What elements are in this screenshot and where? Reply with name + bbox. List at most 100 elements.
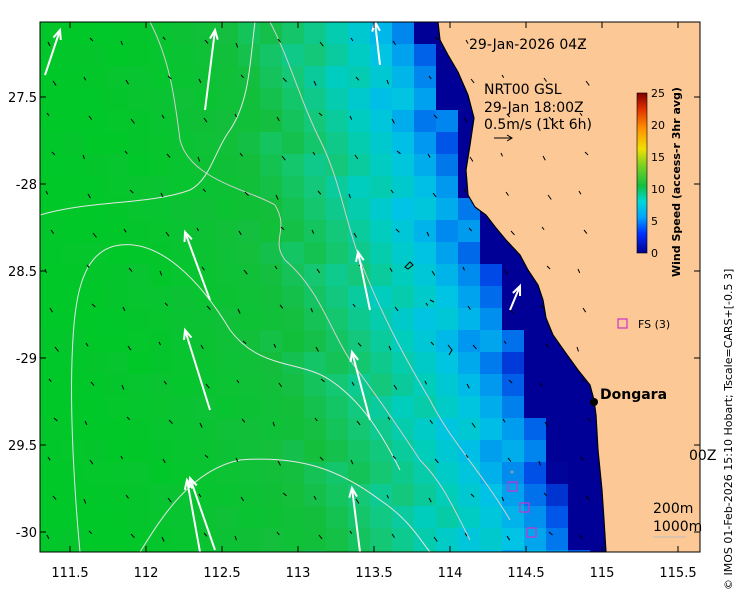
current-vector [501, 74, 505, 78]
wind-cell [392, 462, 415, 485]
current-vector [467, 305, 471, 310]
current-vector [430, 341, 435, 346]
current-vector [165, 231, 170, 237]
current-vector [167, 497, 172, 503]
current-vector [319, 456, 324, 461]
wind-cell [370, 44, 393, 67]
wind-cell [216, 264, 239, 287]
wind-cell [260, 154, 283, 177]
current-vector [92, 232, 97, 238]
wind-cell [150, 330, 173, 353]
wind-cell [524, 528, 547, 551]
wind-cell [216, 66, 239, 89]
wind-cell [304, 154, 327, 177]
wind-cell [304, 242, 327, 265]
current-vector [462, 266, 465, 271]
wind-cell [40, 374, 63, 397]
legend-scale-text: 0.5m/s (1kt 6h) [484, 117, 592, 133]
wind-cell [326, 418, 349, 441]
wind-cell [238, 176, 261, 199]
colorbar [636, 92, 648, 254]
wind-cell [62, 22, 85, 45]
wind-cell [568, 462, 591, 485]
wind-cell [326, 352, 349, 375]
current-vector [386, 79, 389, 85]
wind-cell [62, 264, 85, 287]
current-vector [123, 228, 127, 233]
current-vector [166, 153, 171, 158]
wind-cell [370, 154, 393, 177]
current-vector [356, 420, 361, 426]
wind-cell [194, 198, 217, 221]
contour-line [139, 458, 431, 552]
wind-cell [84, 264, 107, 287]
x-tick-label: 115.5 [659, 566, 696, 581]
wind-cell [370, 176, 393, 199]
current-vector [201, 266, 205, 271]
wind-cell [436, 242, 459, 265]
wind-cell [524, 484, 547, 507]
wind-cell [172, 132, 195, 155]
wind-cell [282, 462, 305, 485]
wind-cell [84, 44, 107, 67]
wind-cell [172, 418, 195, 441]
wind-cell [84, 154, 107, 177]
wind-cell [238, 308, 261, 331]
wind-cell [370, 352, 393, 375]
wind-cell [326, 132, 349, 155]
wind-cell [84, 528, 107, 551]
wind-cell [304, 440, 327, 463]
wind-cell [546, 528, 569, 551]
colorbar-tick-label: 25 [651, 87, 665, 100]
wind-arrow [183, 327, 211, 411]
current-vector [351, 381, 355, 386]
wind-cell [150, 44, 173, 67]
current-vector [469, 156, 474, 162]
current-vector [273, 343, 277, 348]
wind-cell [304, 286, 327, 309]
wind-cell [546, 396, 569, 419]
current-vector [162, 36, 166, 41]
wind-cell [150, 176, 173, 199]
wind-cell [128, 352, 151, 375]
current-vector [311, 229, 315, 234]
wind-cell [282, 550, 305, 552]
wind-cell [238, 462, 261, 485]
wind-cell [458, 506, 481, 529]
current-vector [581, 378, 585, 383]
wind-cell [304, 66, 327, 89]
current-vector [86, 264, 90, 269]
wind-cell [304, 22, 327, 45]
wind-cell [392, 44, 415, 67]
wind-cell [172, 242, 195, 265]
wind-cell [260, 176, 283, 199]
wind-cell [150, 132, 173, 155]
wind-cell [216, 198, 239, 221]
wind-cell [370, 418, 393, 441]
current-vector [463, 188, 467, 192]
wind-cell [216, 286, 239, 309]
wind-cell [260, 374, 283, 397]
current-vector [204, 454, 209, 459]
wind-cell [414, 110, 437, 133]
wind-cell [106, 528, 129, 551]
credit-text: © IMOS 01-Feb-2026 15:10 Hobart; Tscale=… [722, 268, 735, 590]
current-vector [579, 112, 583, 117]
current-vector [465, 454, 469, 459]
wind-cell [568, 440, 591, 463]
current-vector [198, 78, 202, 84]
wind-cell [106, 286, 129, 309]
wind-cell [40, 528, 63, 551]
wind-cell [436, 132, 459, 155]
wind-cell [194, 506, 217, 529]
current-vector [547, 194, 552, 200]
wind-cell [62, 88, 85, 111]
wind-cell [62, 66, 85, 89]
wind-cell [568, 374, 591, 397]
current-vector [130, 533, 135, 538]
wind-cell [480, 506, 503, 529]
wind-cell [348, 308, 371, 331]
wind-cell [348, 22, 371, 45]
current-vector [538, 38, 541, 43]
coastline [437, 22, 607, 552]
